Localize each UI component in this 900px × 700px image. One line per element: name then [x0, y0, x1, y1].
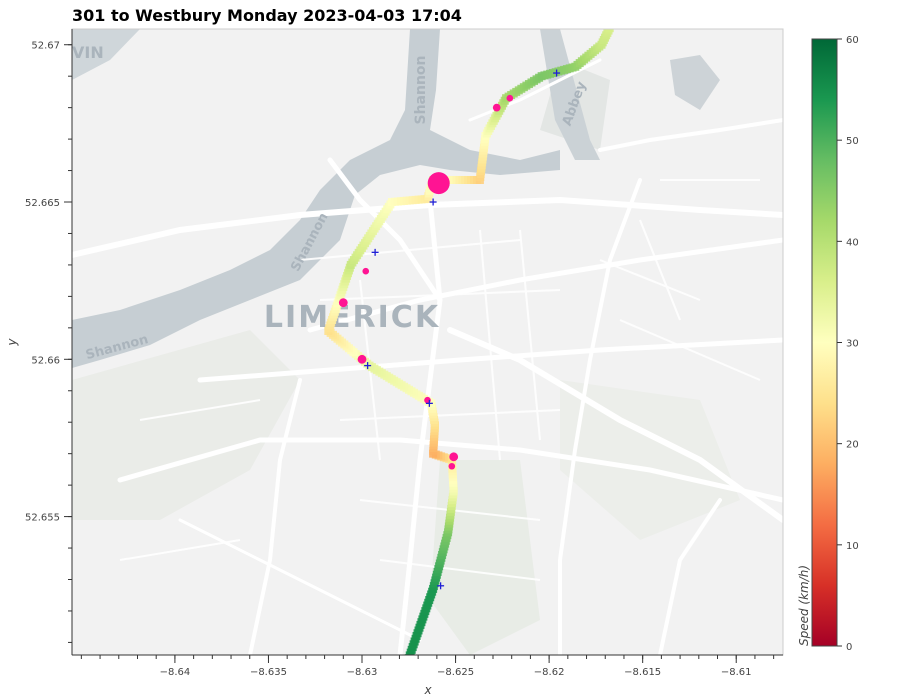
map-river	[540, 29, 600, 160]
x-tick-label: −8.61	[721, 667, 752, 678]
map-street	[299, 239, 521, 261]
cross-marker	[425, 399, 433, 407]
stop-marker	[448, 462, 456, 470]
x-axis: −8.64 −8.635 −8.63 −8.625 −8.62 −8.615 −8.61	[80, 655, 775, 678]
map-road	[248, 378, 302, 655]
map-street	[319, 289, 561, 301]
cross-marker	[364, 362, 372, 370]
map-river	[72, 29, 140, 80]
map-street	[139, 399, 261, 421]
cross-marker	[371, 248, 379, 256]
map-street	[379, 559, 541, 581]
stops-layer	[338, 94, 514, 470]
x-tick-label: −8.63	[347, 667, 378, 678]
map-street	[479, 229, 501, 461]
chart-title: 301 to Westbury Monday 2023-04-03 17:04	[72, 6, 462, 25]
map-street	[519, 229, 541, 441]
x-tick-label: −8.635	[250, 667, 287, 678]
map-river	[670, 55, 720, 110]
stop-marker	[449, 452, 459, 462]
y-tick-label: 52.67	[31, 41, 60, 52]
map-street	[119, 539, 241, 561]
colorbar-label: Speed (km/h)	[797, 565, 811, 646]
map-street	[339, 409, 561, 421]
x-tick-label: −8.62	[534, 667, 565, 678]
route-point	[605, 29, 614, 33]
colorbar: 0 10 20 30 40 50 60 Speed (km/h)	[797, 35, 859, 653]
map-road	[397, 197, 443, 655]
crosses-layer	[364, 69, 561, 590]
colorbar-tick-label: 30	[846, 339, 859, 350]
y-tick-label: 52.655	[25, 513, 60, 524]
y-axis: 52.655 52.66 52.665 52.67	[25, 41, 72, 643]
map-road	[197, 337, 783, 383]
map-street	[639, 219, 681, 321]
x-axis-label: x	[423, 683, 432, 697]
map-label-city: LIMERICK	[264, 300, 440, 335]
map-road	[307, 237, 783, 333]
cross-marker	[553, 69, 561, 77]
colorbar-tick-label: 60	[846, 35, 859, 46]
map-street	[599, 259, 701, 301]
colorbar-tick-label: 50	[846, 136, 859, 147]
map-road	[447, 327, 783, 523]
stop-marker	[362, 267, 370, 275]
y-tick-label: 52.66	[31, 355, 60, 366]
cross-marker	[429, 198, 437, 206]
map-road	[598, 118, 783, 152]
stop-marker	[357, 354, 367, 364]
map-street	[619, 319, 761, 381]
map-road	[178, 518, 422, 642]
map-road	[558, 178, 642, 655]
stop-marker	[492, 103, 501, 112]
x-tick-label: −8.615	[624, 667, 661, 678]
map-road	[658, 498, 722, 655]
map-park	[430, 460, 540, 655]
colorbar-gradient	[811, 38, 838, 647]
map-park	[560, 380, 740, 540]
y-tick-label: 52.665	[25, 198, 60, 209]
map-label-river: Shannon	[413, 55, 429, 124]
map-label-corner: VIN	[72, 43, 104, 62]
y-axis-label: y	[5, 338, 19, 347]
stop-marker	[338, 298, 348, 308]
cross-marker	[437, 582, 445, 590]
colorbar-tick-label: 0	[846, 642, 852, 653]
colorbar-tick-label: 20	[846, 440, 859, 451]
map-river	[72, 29, 560, 368]
colorbar-tick-label: 40	[846, 237, 859, 248]
stop-marker	[506, 94, 514, 102]
x-tick-label: −8.625	[437, 667, 474, 678]
map-road	[117, 437, 783, 503]
colorbar-ticks: 0 10 20 30 40 50 60	[837, 35, 859, 653]
stop-marker	[427, 172, 450, 195]
x-tick-label: −8.64	[160, 667, 191, 678]
basemap: LIMERICK Shannon Shannon Shannon Abbey V…	[72, 29, 783, 655]
colorbar-tick-label: 10	[846, 541, 859, 552]
